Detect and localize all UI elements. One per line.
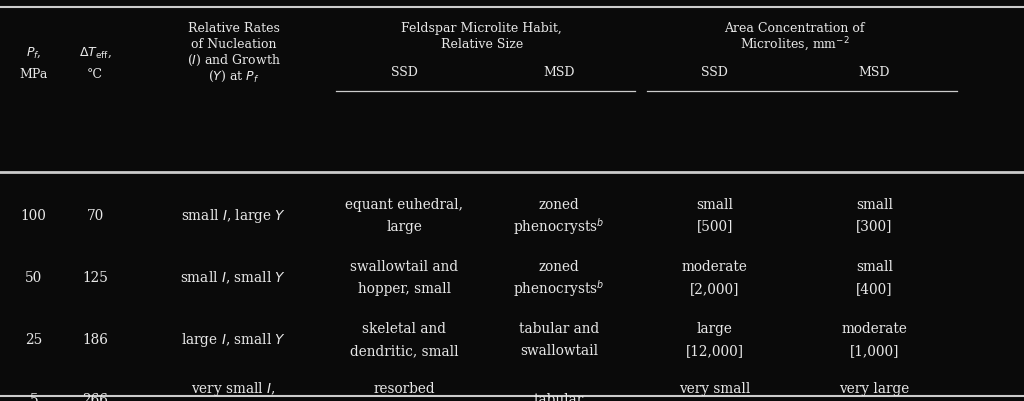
- Text: [12,000]: [12,000]: [686, 344, 743, 358]
- Text: very small $I$,: very small $I$,: [191, 380, 275, 398]
- Text: large: large: [386, 220, 423, 233]
- Text: [2,000]: [2,000]: [690, 282, 739, 296]
- Text: 186: 186: [82, 333, 109, 347]
- Text: tabular: tabular: [534, 393, 585, 401]
- Text: MSD: MSD: [859, 67, 890, 79]
- Text: zoned: zoned: [539, 198, 580, 211]
- Text: MPa: MPa: [19, 68, 48, 81]
- Text: moderate: moderate: [842, 322, 907, 336]
- Text: equant euhedral,: equant euhedral,: [345, 198, 464, 211]
- Text: Relative Rates: Relative Rates: [187, 22, 280, 34]
- Text: ($Y$) at $P_f$: ($Y$) at $P_f$: [208, 69, 259, 84]
- Text: Area Concentration of: Area Concentration of: [724, 22, 865, 35]
- Text: resorbed: resorbed: [374, 382, 435, 396]
- Text: $\Delta T_{\rm eff}$,: $\Delta T_{\rm eff}$,: [79, 46, 112, 60]
- Text: 25: 25: [26, 333, 42, 347]
- Text: large: large: [696, 322, 733, 336]
- Text: Relative Size: Relative Size: [440, 38, 523, 51]
- Text: °C: °C: [87, 68, 103, 81]
- Text: zoned: zoned: [539, 260, 580, 273]
- Text: 70: 70: [87, 209, 103, 223]
- Text: small: small: [696, 198, 733, 211]
- Text: 100: 100: [20, 209, 47, 223]
- Text: skeletal and: skeletal and: [362, 322, 446, 336]
- Text: 266: 266: [82, 393, 109, 401]
- Text: [1,000]: [1,000]: [850, 344, 899, 358]
- Text: $P_f$,: $P_f$,: [26, 46, 42, 60]
- Text: small $I$, large $Y$: small $I$, large $Y$: [181, 207, 286, 225]
- Text: swallowtail and: swallowtail and: [350, 260, 459, 273]
- Text: phenocrysts$^b$: phenocrysts$^b$: [513, 278, 605, 299]
- Text: 50: 50: [26, 271, 42, 285]
- Text: small: small: [856, 198, 893, 211]
- Text: [500]: [500]: [696, 220, 733, 233]
- Text: very large: very large: [840, 382, 909, 396]
- Text: 125: 125: [82, 271, 109, 285]
- Text: moderate: moderate: [682, 260, 748, 273]
- Text: Microlites, mm$^{-2}$: Microlites, mm$^{-2}$: [739, 36, 850, 54]
- Text: [400]: [400]: [856, 282, 893, 296]
- Text: of Nucleation: of Nucleation: [190, 38, 276, 51]
- Text: very small: very small: [679, 382, 751, 396]
- Text: large $I$, small $Y$: large $I$, small $Y$: [181, 331, 286, 349]
- Text: tabular and: tabular and: [519, 322, 599, 336]
- Text: small $I$, small $Y$: small $I$, small $Y$: [180, 270, 287, 286]
- Text: small: small: [856, 260, 893, 273]
- Text: swallowtail: swallowtail: [520, 344, 598, 358]
- Text: 5: 5: [30, 393, 38, 401]
- Text: phenocrysts$^b$: phenocrysts$^b$: [513, 216, 605, 237]
- Text: ($I$) and Growth: ($I$) and Growth: [186, 53, 281, 68]
- Text: Feldspar Microlite Habit,: Feldspar Microlite Habit,: [401, 22, 562, 35]
- Text: MSD: MSD: [544, 67, 574, 79]
- Text: SSD: SSD: [391, 67, 418, 79]
- Text: SSD: SSD: [701, 67, 728, 79]
- Text: dendritic, small: dendritic, small: [350, 344, 459, 358]
- Text: hopper, small: hopper, small: [358, 282, 451, 296]
- Text: [300]: [300]: [856, 220, 893, 233]
